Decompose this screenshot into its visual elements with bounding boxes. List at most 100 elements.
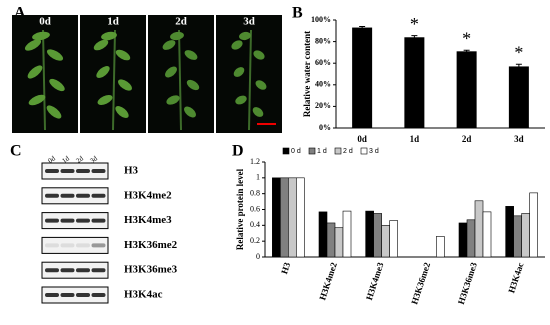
protein-label: H3K4me3	[124, 214, 172, 226]
band	[91, 243, 106, 248]
band	[60, 218, 75, 223]
leaf	[186, 79, 200, 91]
leaf	[96, 66, 110, 78]
leaf	[235, 95, 247, 105]
stem	[112, 29, 116, 131]
blot-box	[41, 261, 109, 279]
significance: *	[462, 28, 471, 48]
x-tick-label: H3K36me2	[409, 261, 432, 306]
photo-label: 2d	[175, 16, 187, 28]
band	[91, 268, 106, 273]
band	[76, 243, 90, 248]
blot-box	[41, 212, 109, 230]
y-tick-label: 1.2	[250, 157, 260, 166]
y-tick-label: 0.2	[250, 236, 260, 245]
leaf	[184, 106, 196, 118]
bar	[352, 27, 373, 129]
y-axis-label: Relative protein level	[235, 168, 245, 250]
x-tick-label: H3	[279, 261, 292, 276]
protein-label: H3K36me2	[124, 239, 178, 251]
error-bar	[463, 49, 470, 53]
band	[76, 169, 90, 173]
legend-label: 1 d	[317, 148, 327, 155]
y-tick-label: 80%	[315, 36, 331, 45]
bar	[334, 227, 344, 258]
protein-label: H3K36me3	[124, 264, 178, 276]
blot-box	[41, 286, 109, 304]
bar	[288, 177, 297, 258]
y-tick-label: 0%	[319, 123, 331, 132]
y-tick-label: 40%	[315, 80, 331, 89]
leaf	[46, 105, 62, 119]
leaf	[253, 50, 265, 60]
stem	[248, 29, 252, 131]
significance: *	[410, 14, 419, 34]
leaf	[166, 95, 180, 105]
panel-label: D	[232, 143, 244, 160]
x-tick-label: H3K4me3	[364, 261, 386, 302]
leaf	[233, 67, 245, 77]
leaf	[97, 95, 113, 105]
bar	[272, 177, 281, 258]
error-bar	[515, 63, 522, 69]
protein-label: H3	[124, 165, 139, 177]
bar	[280, 177, 289, 258]
band	[76, 218, 90, 223]
bar	[342, 210, 352, 258]
panel-label: B	[292, 5, 303, 22]
blot-box	[41, 162, 109, 180]
band	[91, 169, 106, 173]
x-tick-label: H3K36me3	[456, 261, 479, 306]
band	[60, 243, 75, 248]
leaf	[165, 66, 177, 78]
y-tick-label: 20%	[315, 101, 331, 110]
bar	[296, 177, 305, 258]
leaf	[115, 49, 131, 61]
protein-label: H3K4me2	[124, 189, 172, 201]
y-axis-label: Relative water content	[302, 31, 312, 117]
bar	[389, 220, 398, 258]
lane-label: 1d	[61, 154, 72, 165]
band	[45, 243, 59, 248]
band	[60, 169, 75, 173]
y-tick-label: 0.4	[250, 220, 260, 229]
photo-label: 1d	[107, 16, 119, 28]
legend-swatch	[308, 147, 316, 155]
band	[60, 268, 75, 273]
band	[45, 218, 59, 223]
leaf	[49, 78, 65, 92]
legend-swatch	[282, 147, 290, 155]
legend-label: 3 d	[369, 148, 379, 155]
leaf	[184, 50, 198, 60]
leaf	[28, 94, 46, 106]
band	[45, 268, 59, 273]
band	[76, 293, 90, 297]
x-tick-label: 0d	[357, 134, 367, 144]
bar	[458, 222, 468, 258]
protein-label: H3K4ac	[124, 289, 163, 301]
lane-label: 2d	[75, 154, 86, 165]
band	[91, 193, 106, 198]
band	[76, 268, 90, 273]
leaf	[93, 39, 109, 51]
leaf	[231, 40, 243, 50]
bar	[505, 206, 514, 258]
leaf	[101, 31, 117, 41]
bar	[318, 211, 328, 258]
x-tick-label: 3d	[514, 134, 524, 144]
bar	[381, 225, 390, 258]
band	[76, 193, 90, 198]
significance: *	[514, 42, 523, 62]
bar	[513, 215, 522, 258]
blot-box	[41, 236, 109, 254]
bar	[373, 213, 382, 258]
legend-label: 0 d	[291, 148, 301, 155]
x-tick-label: H3K4me2	[317, 261, 339, 302]
legend-swatch	[360, 147, 368, 155]
bar	[508, 66, 529, 128]
stem	[42, 29, 46, 131]
bar	[466, 219, 476, 258]
lane-label: 3d	[89, 154, 100, 165]
band	[45, 193, 59, 198]
bar	[482, 211, 492, 258]
